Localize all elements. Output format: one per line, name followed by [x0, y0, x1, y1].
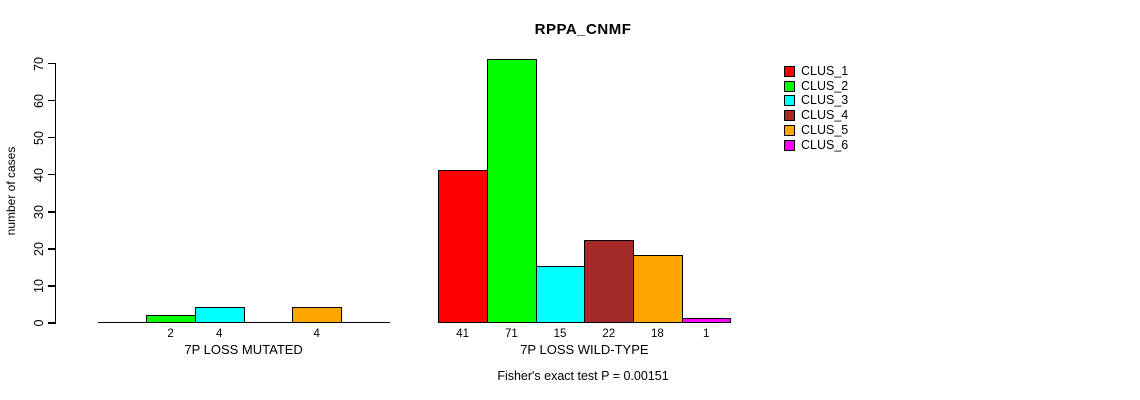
- bar-value-label: 41: [456, 328, 470, 340]
- legend-item-label: CLUS_3: [801, 93, 849, 108]
- legend-item-label: CLUS_5: [801, 122, 849, 137]
- group-label: 7P LOSS WILD-TYPE: [520, 342, 649, 357]
- bar-clus_3: [535, 266, 586, 323]
- y-tick-mark: [47, 248, 56, 250]
- y-tick-label: 10: [32, 278, 46, 293]
- bar-clus_3: [194, 307, 245, 323]
- y-tick-mark: [47, 285, 56, 287]
- y-tick-label: 60: [32, 93, 46, 108]
- bar-value-label: 22: [602, 328, 616, 340]
- bar-value-label: 4: [313, 328, 320, 340]
- bar-value-label: 2: [167, 328, 174, 340]
- legend-swatch-icon: [784, 139, 795, 151]
- legend-swatch-icon: [784, 66, 795, 77]
- y-tick-label: 30: [32, 204, 46, 219]
- group-label: 7P LOSS MUTATED: [184, 342, 303, 357]
- bar-clus_1: [438, 170, 488, 323]
- bar-clus_6: [681, 318, 732, 323]
- bar-value-label: 4: [216, 328, 223, 340]
- y-tick-mark: [47, 211, 56, 213]
- bar-value-label: 15: [553, 328, 567, 340]
- bar-clus_5: [633, 255, 683, 323]
- chart-title: RPPA_CNMF: [534, 21, 632, 38]
- legend-item-clus_6: CLUS_6: [784, 137, 849, 152]
- legend-item-clus_4: CLUS_4: [784, 109, 848, 122]
- legend-item-label: CLUS_2: [801, 78, 849, 93]
- y-tick-label: 40: [32, 167, 46, 182]
- legend-item-clus_1: CLUS_1: [784, 65, 848, 78]
- y-tick-label: 0: [32, 319, 46, 327]
- y-tick-mark: [47, 62, 56, 65]
- y-tick-mark: [47, 136, 56, 139]
- legend-item-clus_5: CLUS_5: [784, 122, 849, 137]
- y-axis-line: [54, 63, 56, 323]
- legend-swatch-icon: [784, 95, 795, 107]
- y-axis-label: number of cases: [4, 146, 18, 236]
- legend-item-label: CLUS_1: [801, 64, 849, 78]
- legend-swatch-icon: [784, 110, 795, 122]
- bar-clus_5: [292, 307, 342, 323]
- y-tick-label: 20: [32, 241, 46, 256]
- fisher-test-note: Fisher's exact test P = 0.00151: [497, 369, 669, 383]
- y-tick-mark: [47, 322, 56, 324]
- y-tick-label: 70: [32, 56, 46, 71]
- bar-value-label: 1: [702, 328, 710, 340]
- legend-swatch-icon: [784, 80, 795, 92]
- legend-swatch-icon: [784, 124, 795, 136]
- bar-clus_2: [146, 314, 196, 323]
- legend-item-clus_2: CLUS_2: [784, 78, 849, 93]
- legend-item-label: CLUS_4: [801, 108, 849, 123]
- bar-clus_2: [487, 58, 537, 323]
- legend-item-label: CLUS_6: [801, 137, 849, 152]
- y-tick-mark: [47, 99, 56, 102]
- y-tick-mark: [47, 173, 56, 176]
- bar-value-label: 18: [651, 328, 664, 340]
- y-tick-label: 50: [32, 130, 46, 145]
- bar-value-label: 71: [504, 328, 518, 340]
- bar-clus_4: [584, 240, 635, 323]
- legend-item-clus_3: CLUS_3: [784, 94, 848, 107]
